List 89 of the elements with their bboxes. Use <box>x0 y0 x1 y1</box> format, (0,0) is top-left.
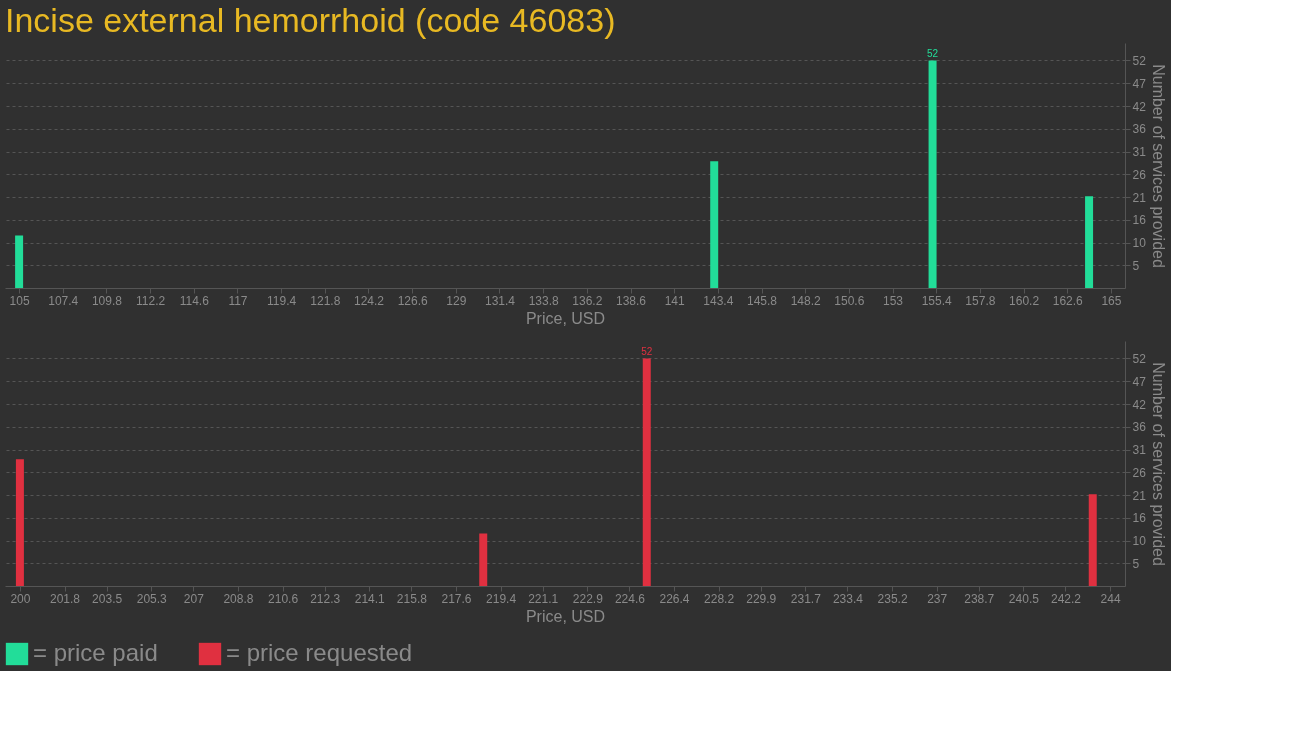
x-tick-label: 212.3 <box>310 591 341 606</box>
y-tick-label: 21 <box>1132 190 1147 205</box>
data-label: 52 <box>641 345 653 357</box>
bar <box>15 459 24 586</box>
x-tick-label: 155.4 <box>921 293 953 308</box>
x-tick-label: 228.2 <box>704 591 735 606</box>
y-tick-label: 26 <box>1132 167 1147 182</box>
bar <box>1088 494 1097 586</box>
x-tick-label: 240.5 <box>1008 591 1040 606</box>
bar <box>479 533 488 586</box>
x-tick-label: 145.8 <box>747 293 778 308</box>
y-tick-label: 42 <box>1132 99 1147 114</box>
y-axis-title: Number of services provided <box>1149 362 1167 566</box>
x-tick-label: 207 <box>183 591 205 606</box>
x-tick-label: 105 <box>9 293 30 308</box>
x-tick-label: 150.6 <box>834 293 865 308</box>
x-tick-label: 210.6 <box>268 591 299 606</box>
y-tick-label: 31 <box>1132 145 1147 159</box>
x-tick-label: 126.6 <box>397 293 428 308</box>
y-tick-label: 21 <box>1132 488 1147 503</box>
y-tick-label: 42 <box>1132 397 1147 412</box>
x-tick-label: 244 <box>1100 591 1121 606</box>
x-tick-label: 143.4 <box>703 293 734 308</box>
x-tick-label: 133.8 <box>528 293 559 308</box>
x-tick-label: 215.8 <box>396 591 428 606</box>
x-tick-label: 165 <box>1101 293 1122 308</box>
x-tick-label: 109.8 <box>91 293 123 308</box>
x-tick-label: 114.6 <box>179 293 210 308</box>
y-tick-label: 31 <box>1132 443 1147 457</box>
legend-label: = price requested <box>226 639 413 666</box>
x-tick-label: 238.7 <box>964 591 995 606</box>
x-tick-label: 229.9 <box>746 591 777 606</box>
x-tick-label: 221.1 <box>528 591 559 606</box>
y-tick-label: 10 <box>1132 534 1147 548</box>
x-tick-label: 121.8 <box>310 293 341 308</box>
bar <box>928 60 937 288</box>
x-tick-label: 222.9 <box>572 591 604 606</box>
x-tick-label: 141 <box>664 293 686 308</box>
y-tick-label: 47 <box>1132 76 1147 91</box>
chart-title: Incise external hemorrhoid (code 46083) <box>5 1 616 39</box>
x-tick-label: 153 <box>883 293 904 308</box>
x-tick-label: 112.2 <box>136 293 166 308</box>
y-tick-label: 16 <box>1132 213 1147 228</box>
bar <box>642 358 651 586</box>
x-tick-label: 214.1 <box>354 591 386 606</box>
x-tick-label: 160.2 <box>1009 293 1040 308</box>
y-tick-label: 26 <box>1132 465 1147 480</box>
x-tick-label: 129 <box>446 293 467 308</box>
x-tick-label: 233.4 <box>832 591 864 606</box>
x-tick-label: 226.4 <box>659 591 690 606</box>
bar <box>15 235 24 288</box>
y-axis-title: Number of services provided <box>1149 64 1167 268</box>
x-tick-label: 136.2 <box>572 293 603 308</box>
x-tick-label: 242.2 <box>1050 591 1082 606</box>
x-tick-label: 231.7 <box>790 591 822 606</box>
x-tick-label: 208.8 <box>223 591 254 606</box>
x-tick-label: 162.6 <box>1052 293 1084 308</box>
x-tick-label: 131.4 <box>484 293 516 308</box>
y-tick-label: 52 <box>1132 54 1147 68</box>
x-tick-label: 201.8 <box>49 591 81 606</box>
x-tick-label: 117 <box>228 293 248 308</box>
y-tick-label: 47 <box>1132 374 1147 389</box>
x-tick-label: 217.6 <box>441 591 472 606</box>
x-tick-label: 237 <box>927 591 948 606</box>
legend-label: = price paid <box>33 639 158 666</box>
x-tick-label: 203.5 <box>92 591 123 606</box>
y-tick-label: 5 <box>1132 556 1140 571</box>
y-tick-label: 52 <box>1132 352 1147 366</box>
x-tick-label: 138.6 <box>615 293 647 308</box>
x-tick-label: 200 <box>10 591 31 606</box>
bar <box>710 161 719 288</box>
y-tick-label: 36 <box>1132 420 1147 435</box>
bar <box>1085 196 1094 288</box>
y-tick-label: 10 <box>1132 236 1147 250</box>
x-tick-label: 148.2 <box>790 293 822 308</box>
x-tick-label: 124.2 <box>353 293 385 308</box>
x-tick-label: 119.4 <box>267 293 297 308</box>
y-tick-label: 36 <box>1132 122 1147 137</box>
x-tick-label: 157.8 <box>965 293 996 308</box>
x-axis-title: Price, USD <box>525 309 606 327</box>
x-tick-label: 219.4 <box>486 591 517 606</box>
x-tick-label: 224.6 <box>614 591 646 606</box>
x-axis-title: Price, USD <box>525 607 606 625</box>
x-tick-label: 107.4 <box>48 293 79 308</box>
y-tick-label: 16 <box>1132 511 1147 526</box>
y-tick-label: 5 <box>1132 258 1140 273</box>
x-tick-label: 205.3 <box>136 591 168 606</box>
x-tick-label: 235.2 <box>877 591 908 606</box>
data-label: 52 <box>927 47 939 59</box>
